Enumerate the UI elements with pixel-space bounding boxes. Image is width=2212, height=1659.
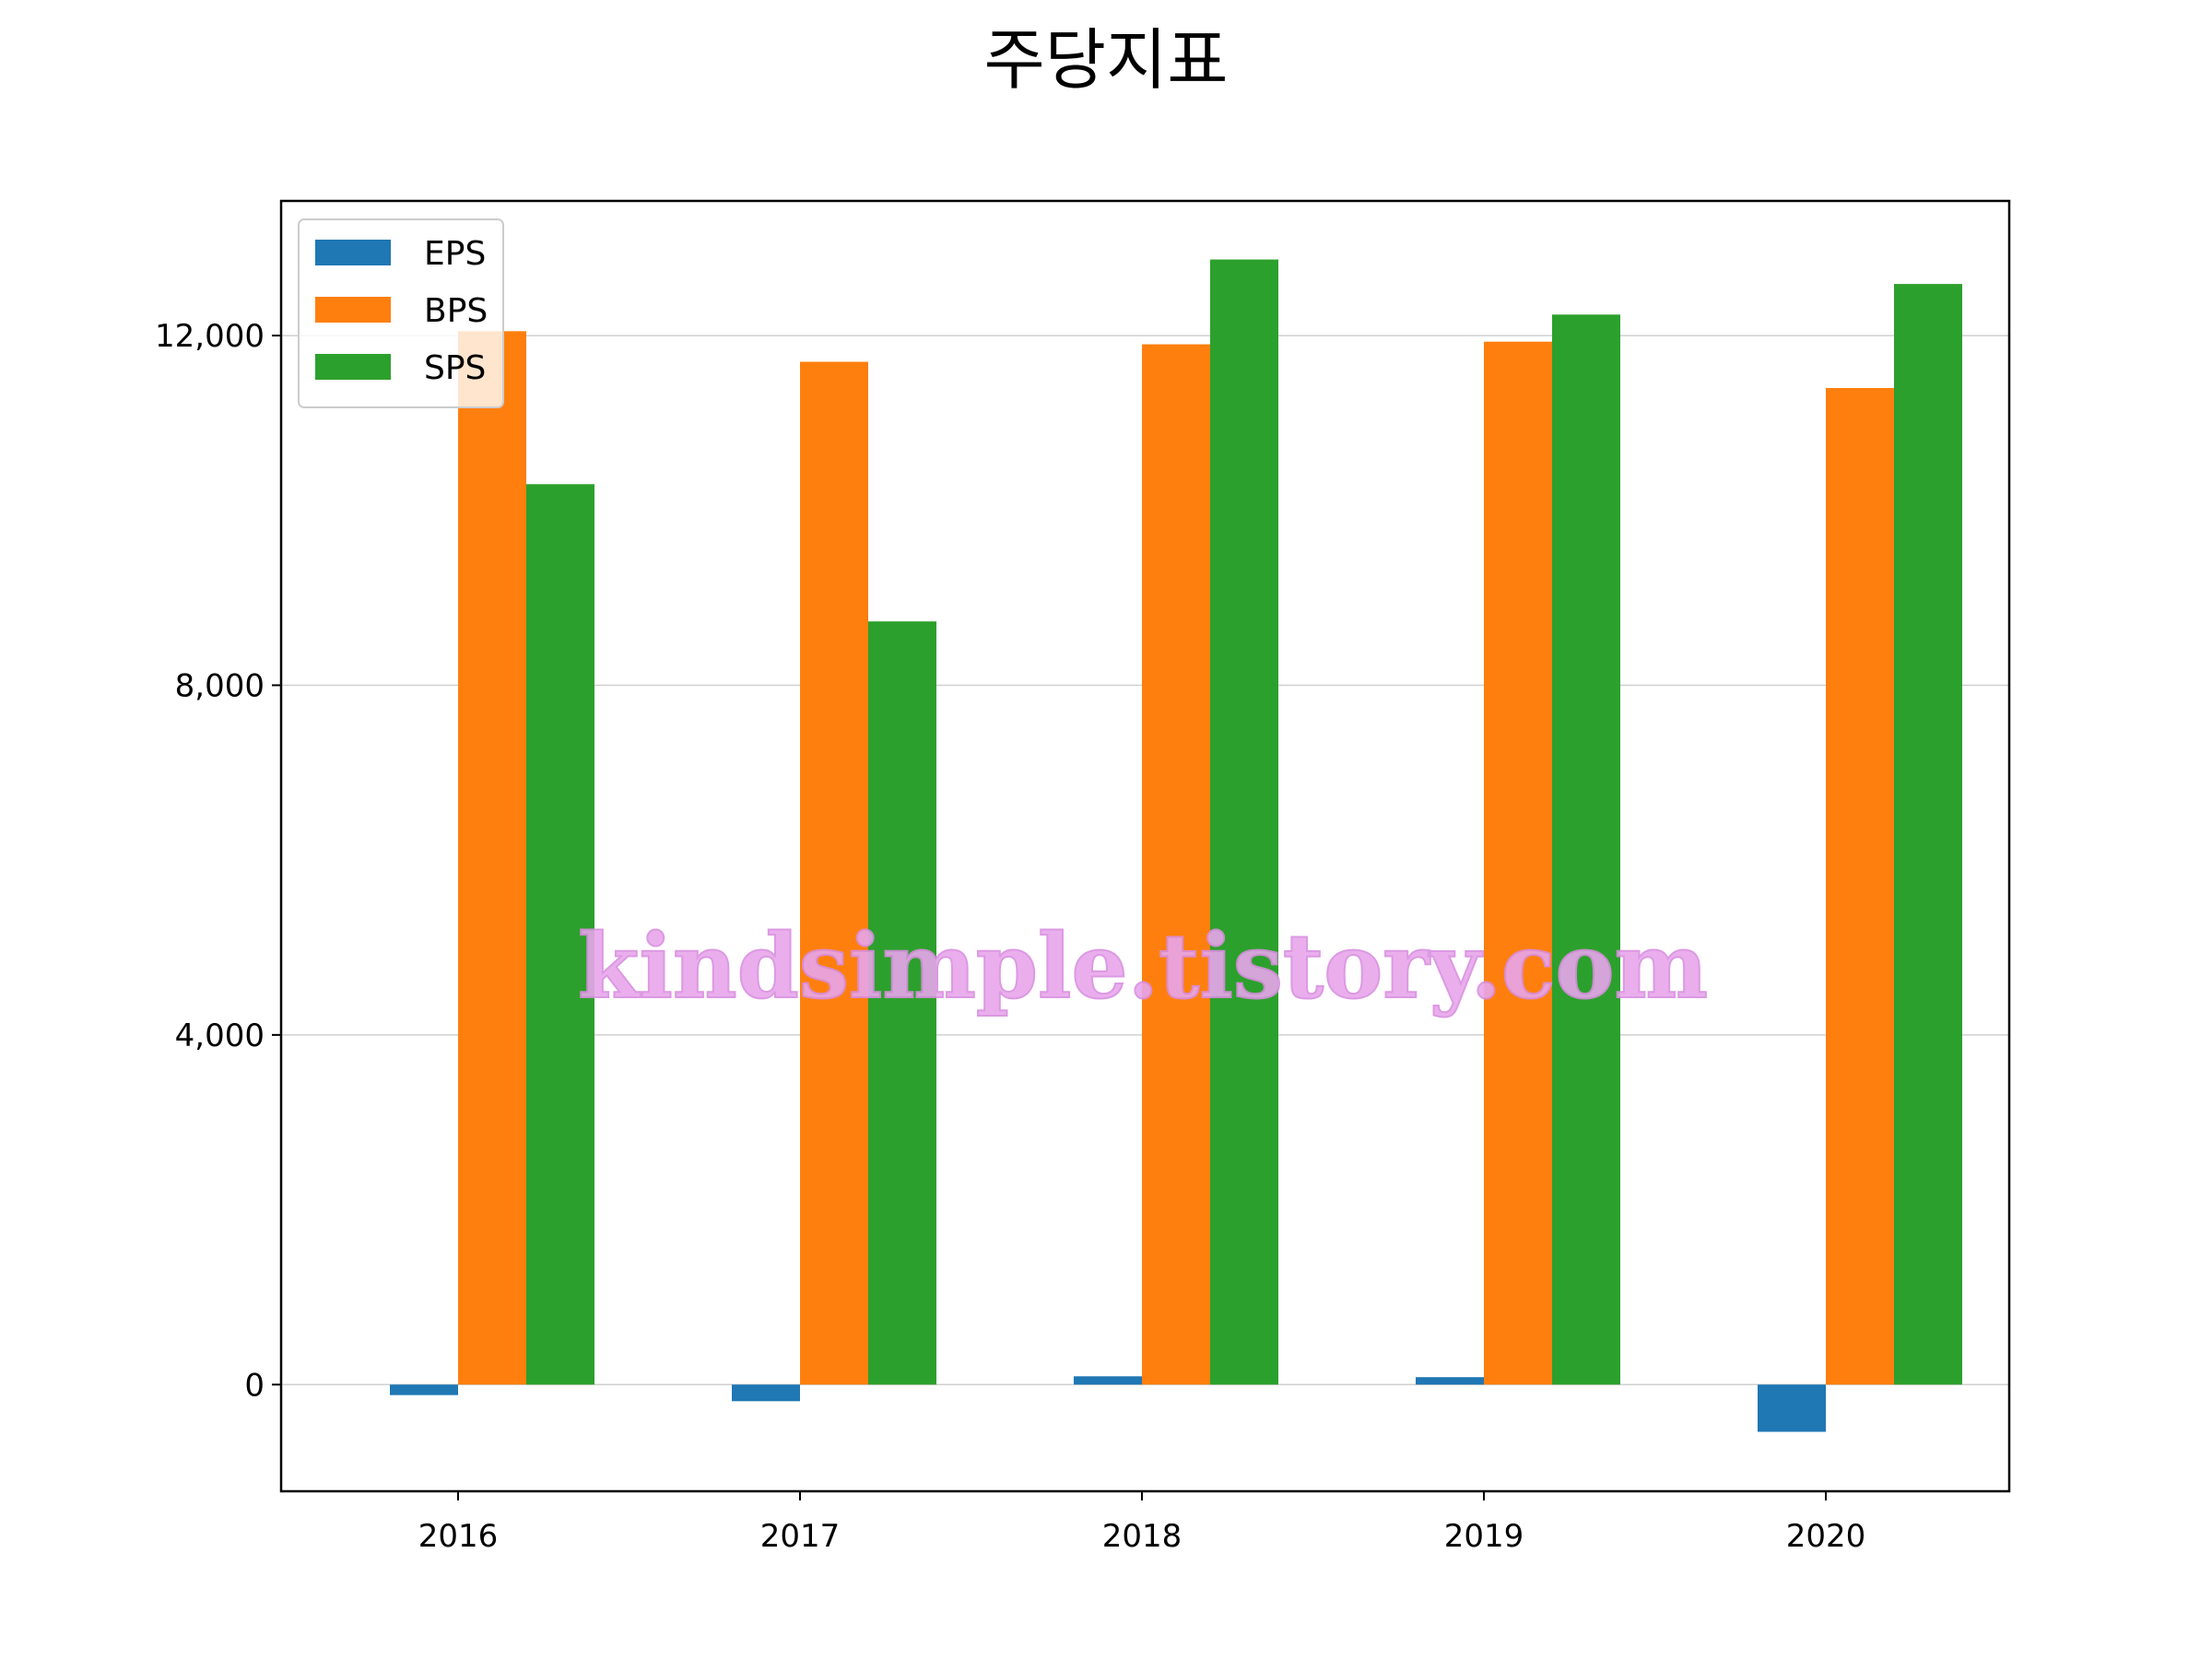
bar-bps-2017 — [800, 361, 868, 1385]
legend-label-bps: BPS — [424, 292, 488, 330]
x-tick-label: 2018 — [1102, 1518, 1182, 1555]
y-tick-label: 4,000 — [175, 1018, 265, 1054]
bar-bps-2016 — [458, 331, 526, 1385]
bar-sps-2016 — [526, 484, 594, 1385]
bar-sps-2018 — [1210, 259, 1278, 1385]
y-tick-label: 0 — [244, 1367, 265, 1404]
legend-swatch-eps — [315, 240, 391, 265]
x-axis-ticks: 2016 2017 2018 2019 2020 — [418, 1491, 1866, 1555]
y-tick-label: 8,000 — [175, 667, 265, 704]
bar-sps-2019 — [1552, 314, 1620, 1385]
watermark: kindsimple.tistory.com — [578, 914, 1708, 1018]
bar-eps-2017 — [732, 1384, 800, 1402]
bar-bps-2019 — [1484, 341, 1552, 1385]
bar-eps-2016 — [390, 1384, 458, 1395]
bar-sps-2017 — [868, 621, 936, 1385]
y-tick-label: 12,000 — [155, 318, 265, 355]
x-tick-label: 2016 — [418, 1518, 499, 1555]
bars — [390, 259, 1962, 1432]
x-tick-label: 2020 — [1786, 1518, 1866, 1555]
x-tick-label: 2017 — [760, 1518, 841, 1555]
legend-label-eps: EPS — [424, 235, 486, 273]
plot-frame — [279, 199, 2011, 1493]
legend-swatch-sps — [315, 354, 391, 380]
bar-eps-2018 — [1074, 1376, 1142, 1385]
y-axis-ticks: 0 4,000 8,000 12,000 — [155, 318, 281, 1404]
bar-bps-2018 — [1142, 344, 1210, 1385]
x-tick-label: 2019 — [1444, 1518, 1524, 1555]
bar-eps-2020 — [1758, 1384, 1826, 1432]
legend-label-sps: SPS — [424, 349, 486, 387]
bar-sps-2020 — [1894, 284, 1962, 1385]
legend: EPS BPS SPS — [298, 218, 504, 408]
chart-title: 주당지표 — [984, 21, 1229, 99]
bar-bps-2020 — [1826, 387, 1894, 1385]
bar-eps-2019 — [1416, 1377, 1484, 1385]
legend-swatch-bps — [315, 297, 391, 323]
